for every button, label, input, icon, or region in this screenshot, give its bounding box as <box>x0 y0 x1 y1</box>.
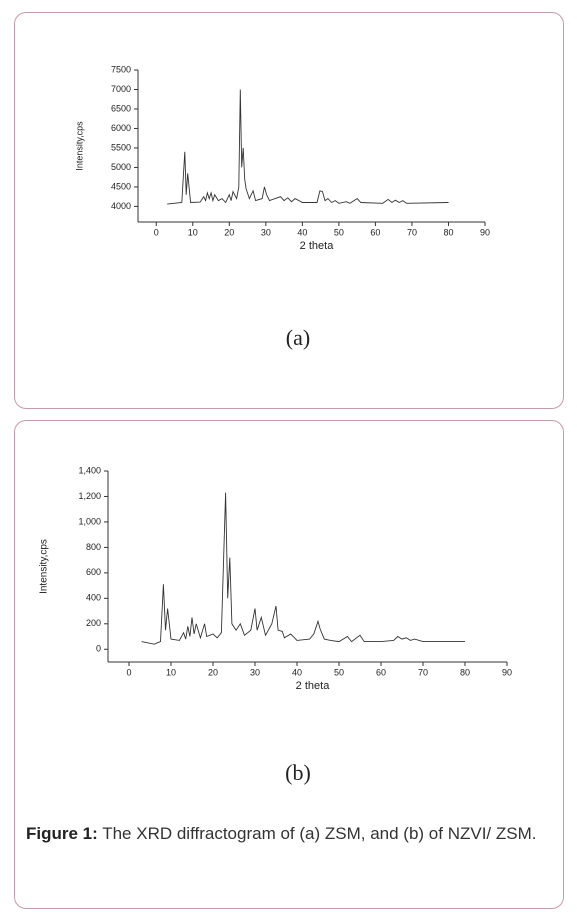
x-tick-label: 50 <box>334 667 344 677</box>
x-tick-label: 90 <box>480 227 490 237</box>
x-axis-label: 2 theta <box>296 680 331 692</box>
y-tick-label: 6500 <box>111 103 131 113</box>
x-tick-label: 80 <box>443 227 453 237</box>
xrd-line <box>141 492 465 645</box>
y-tick-label: 4000 <box>111 201 131 211</box>
panel-label: (a) <box>286 325 310 350</box>
y-tick-label: 4500 <box>111 181 131 191</box>
caption-text: The XRD diffractogram of (a) ZSM, and (b… <box>102 824 537 843</box>
y-tick-label: 400 <box>86 593 101 603</box>
y-tick-label: 5500 <box>111 142 131 152</box>
x-tick-label: 10 <box>188 227 198 237</box>
x-tick-label: 0 <box>154 227 159 237</box>
y-tick-label: 1,000 <box>78 516 101 526</box>
y-tick-label: 5000 <box>111 162 131 172</box>
y-tick-label: 200 <box>86 618 101 628</box>
x-tick-label: 40 <box>292 667 302 677</box>
x-tick-label: 70 <box>407 227 417 237</box>
x-axis-label: 2 theta <box>300 240 335 252</box>
x-tick-label: 90 <box>502 667 512 677</box>
x-tick-label: 60 <box>370 227 380 237</box>
xrd-line <box>167 89 449 205</box>
x-tick-label: 30 <box>250 667 260 677</box>
x-tick-label: 30 <box>261 227 271 237</box>
x-tick-label: 10 <box>166 667 176 677</box>
y-axis-label: Intensity,cps <box>39 539 50 594</box>
x-tick-label: 0 <box>126 667 131 677</box>
y-tick-label: 7500 <box>111 64 131 74</box>
y-tick-label: 800 <box>86 542 101 552</box>
caption: Figure 1: The XRD diffractogram of (a) Z… <box>26 822 556 845</box>
x-tick-label: 70 <box>418 667 428 677</box>
y-tick-label: 7000 <box>111 84 131 94</box>
panel-box <box>14 420 564 909</box>
x-tick-label: 80 <box>460 667 470 677</box>
panel-box <box>14 12 564 409</box>
x-tick-label: 50 <box>334 227 344 237</box>
y-tick-label: 6000 <box>111 123 131 133</box>
x-tick-label: 60 <box>376 667 386 677</box>
x-tick-label: 20 <box>208 667 218 677</box>
y-tick-label: 600 <box>86 567 101 577</box>
y-tick-label: 1,400 <box>78 465 101 475</box>
y-tick-label: 1,200 <box>78 491 101 501</box>
x-tick-label: 20 <box>224 227 234 237</box>
panel-label: (b) <box>285 760 311 785</box>
y-tick-label: 0 <box>96 644 101 654</box>
y-axis-label: Intensity,cps <box>74 121 84 171</box>
x-tick-label: 40 <box>297 227 307 237</box>
caption-label: Figure 1: <box>26 824 98 843</box>
